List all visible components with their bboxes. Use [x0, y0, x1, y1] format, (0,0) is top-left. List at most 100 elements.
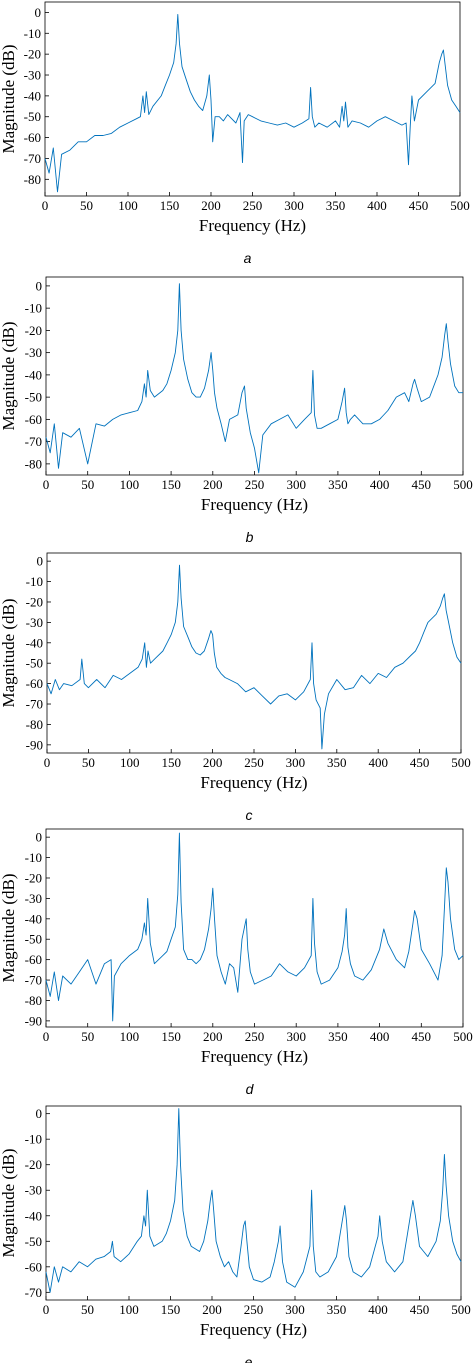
- x-tick-label: 100: [119, 1302, 139, 1317]
- y-tick-label: -10: [25, 850, 42, 865]
- x-tick-label: 450: [409, 198, 429, 213]
- y-tick-label: 0: [36, 278, 43, 293]
- y-tick-label: -80: [24, 172, 41, 187]
- panel-caption: b: [246, 529, 254, 545]
- x-tick-label: 300: [286, 477, 306, 492]
- x-tick-label: 150: [161, 755, 181, 770]
- spectrum-line: [44, 14, 461, 193]
- y-tick-label: -20: [26, 594, 43, 609]
- y-axis-label: Magnitude (dB): [0, 44, 18, 153]
- x-tick-label: 100: [120, 1029, 140, 1044]
- y-tick-label: -10: [26, 574, 43, 589]
- spectrum-line: [45, 283, 463, 474]
- y-tick-label: -70: [25, 1285, 42, 1300]
- x-tick-label: 400: [370, 477, 390, 492]
- y-tick-label: -10: [25, 301, 42, 316]
- x-tick-label: 450: [412, 477, 432, 492]
- x-tick-label: 50: [80, 198, 93, 213]
- x-tick-label: 150: [161, 477, 181, 492]
- y-tick-label: -10: [24, 26, 41, 41]
- y-tick-label: -30: [25, 1183, 42, 1198]
- chart-panel-a: 0 50 100 150 200 250 300 350 400 450 500 0 -10 -20 -30…: [0, 1, 470, 266]
- chart-panel-b: 0 50 100 150 200 250 300 350 400 450 500 0 -10 -20 -30…: [0, 276, 473, 545]
- y-axis-label: Magnitude (dB): [0, 1148, 18, 1257]
- y-tick-label: -40: [25, 367, 42, 382]
- x-tick-label: 350: [328, 1029, 348, 1044]
- plot-frame: [46, 552, 462, 754]
- x-tick-label: 350: [327, 1302, 347, 1317]
- x-tick-label: 300: [285, 1302, 305, 1317]
- plot-frame: [45, 1105, 462, 1301]
- y-tick-label: -20: [25, 1157, 42, 1172]
- x-tick-label: 500: [453, 1029, 473, 1044]
- x-tick-label: 450: [410, 755, 430, 770]
- plot-frame: [45, 276, 464, 476]
- x-tick-label: 250: [245, 1029, 265, 1044]
- y-tick-label: -70: [25, 434, 42, 449]
- chart-panel-d: 0 50 100 150 200 250 300 350 400 450 500 0 -10 -20 -30…: [0, 828, 473, 1097]
- x-tick-label: 50: [81, 1029, 94, 1044]
- x-tick-label: 150: [160, 198, 180, 213]
- x-tick-label: 200: [202, 1302, 222, 1317]
- y-tick-label: -60: [25, 952, 42, 967]
- y-tick-label: -20: [25, 870, 42, 885]
- spectrum-line: [45, 832, 464, 1022]
- x-tick-label: 250: [243, 198, 263, 213]
- x-tick-label: 50: [81, 477, 94, 492]
- panel-caption: d: [246, 1081, 255, 1097]
- x-tick-label: 0: [43, 1029, 50, 1044]
- y-tick-label: -30: [26, 615, 43, 630]
- x-tick-label: 300: [286, 1029, 306, 1044]
- panel-caption: a: [244, 250, 252, 266]
- y-tick-label: -10: [25, 1132, 42, 1147]
- x-tick-label: 0: [44, 755, 51, 770]
- x-tick-label: 450: [412, 1029, 432, 1044]
- x-axis-label: Frequency (Hz): [200, 1320, 307, 1339]
- y-tick-label: 0: [37, 554, 44, 569]
- y-tick-label: -60: [25, 412, 42, 427]
- y-tick-label: -50: [24, 109, 41, 124]
- y-tick-label: -40: [24, 88, 41, 103]
- y-tick-label: -30: [24, 68, 41, 83]
- y-tick-label: -50: [25, 932, 42, 947]
- y-axis-label: Magnitude (dB): [0, 598, 18, 707]
- panel-caption: e: [245, 1354, 253, 1363]
- y-tick-label: -20: [25, 323, 42, 338]
- y-tick-label: -70: [26, 697, 43, 712]
- x-tick-label: 450: [410, 1302, 430, 1317]
- spectrum-line: [45, 1108, 462, 1293]
- y-tick-label: -30: [25, 345, 42, 360]
- x-tick-label: 200: [203, 755, 223, 770]
- x-tick-label: 250: [244, 755, 264, 770]
- y-axis-label: Magnitude (dB): [0, 873, 18, 982]
- x-tick-label: 0: [43, 1302, 50, 1317]
- x-tick-label: 500: [450, 198, 470, 213]
- x-tick-label: 50: [82, 755, 95, 770]
- x-tick-label: 300: [286, 755, 306, 770]
- y-tick-label: -20: [24, 47, 41, 62]
- x-axis-label: Frequency (Hz): [200, 773, 307, 792]
- y-tick-label: -60: [26, 676, 43, 691]
- x-tick-label: 500: [451, 755, 471, 770]
- x-axis-label: Frequency (Hz): [199, 216, 306, 235]
- x-tick-label: 150: [161, 1302, 181, 1317]
- y-tick-label: -40: [25, 1208, 42, 1223]
- x-tick-label: 100: [120, 755, 140, 770]
- y-tick-label: 0: [36, 830, 43, 845]
- x-axis-label: Frequency (Hz): [201, 495, 308, 514]
- x-tick-label: 200: [203, 1029, 223, 1044]
- y-tick-label: 0: [36, 1106, 43, 1121]
- y-tick-label: 0: [35, 5, 42, 20]
- y-tick-label: -50: [25, 390, 42, 405]
- x-tick-label: 400: [368, 755, 388, 770]
- y-tick-label: -90: [25, 1013, 42, 1028]
- y-tick-label: -40: [26, 635, 43, 650]
- plot-frame: [45, 828, 464, 1028]
- y-tick-label: -60: [24, 130, 41, 145]
- spectrum-line: [46, 564, 462, 750]
- y-tick-label: -50: [25, 1234, 42, 1249]
- panel-caption: c: [246, 807, 253, 823]
- y-tick-label: -80: [26, 717, 43, 732]
- x-tick-label: 200: [203, 477, 223, 492]
